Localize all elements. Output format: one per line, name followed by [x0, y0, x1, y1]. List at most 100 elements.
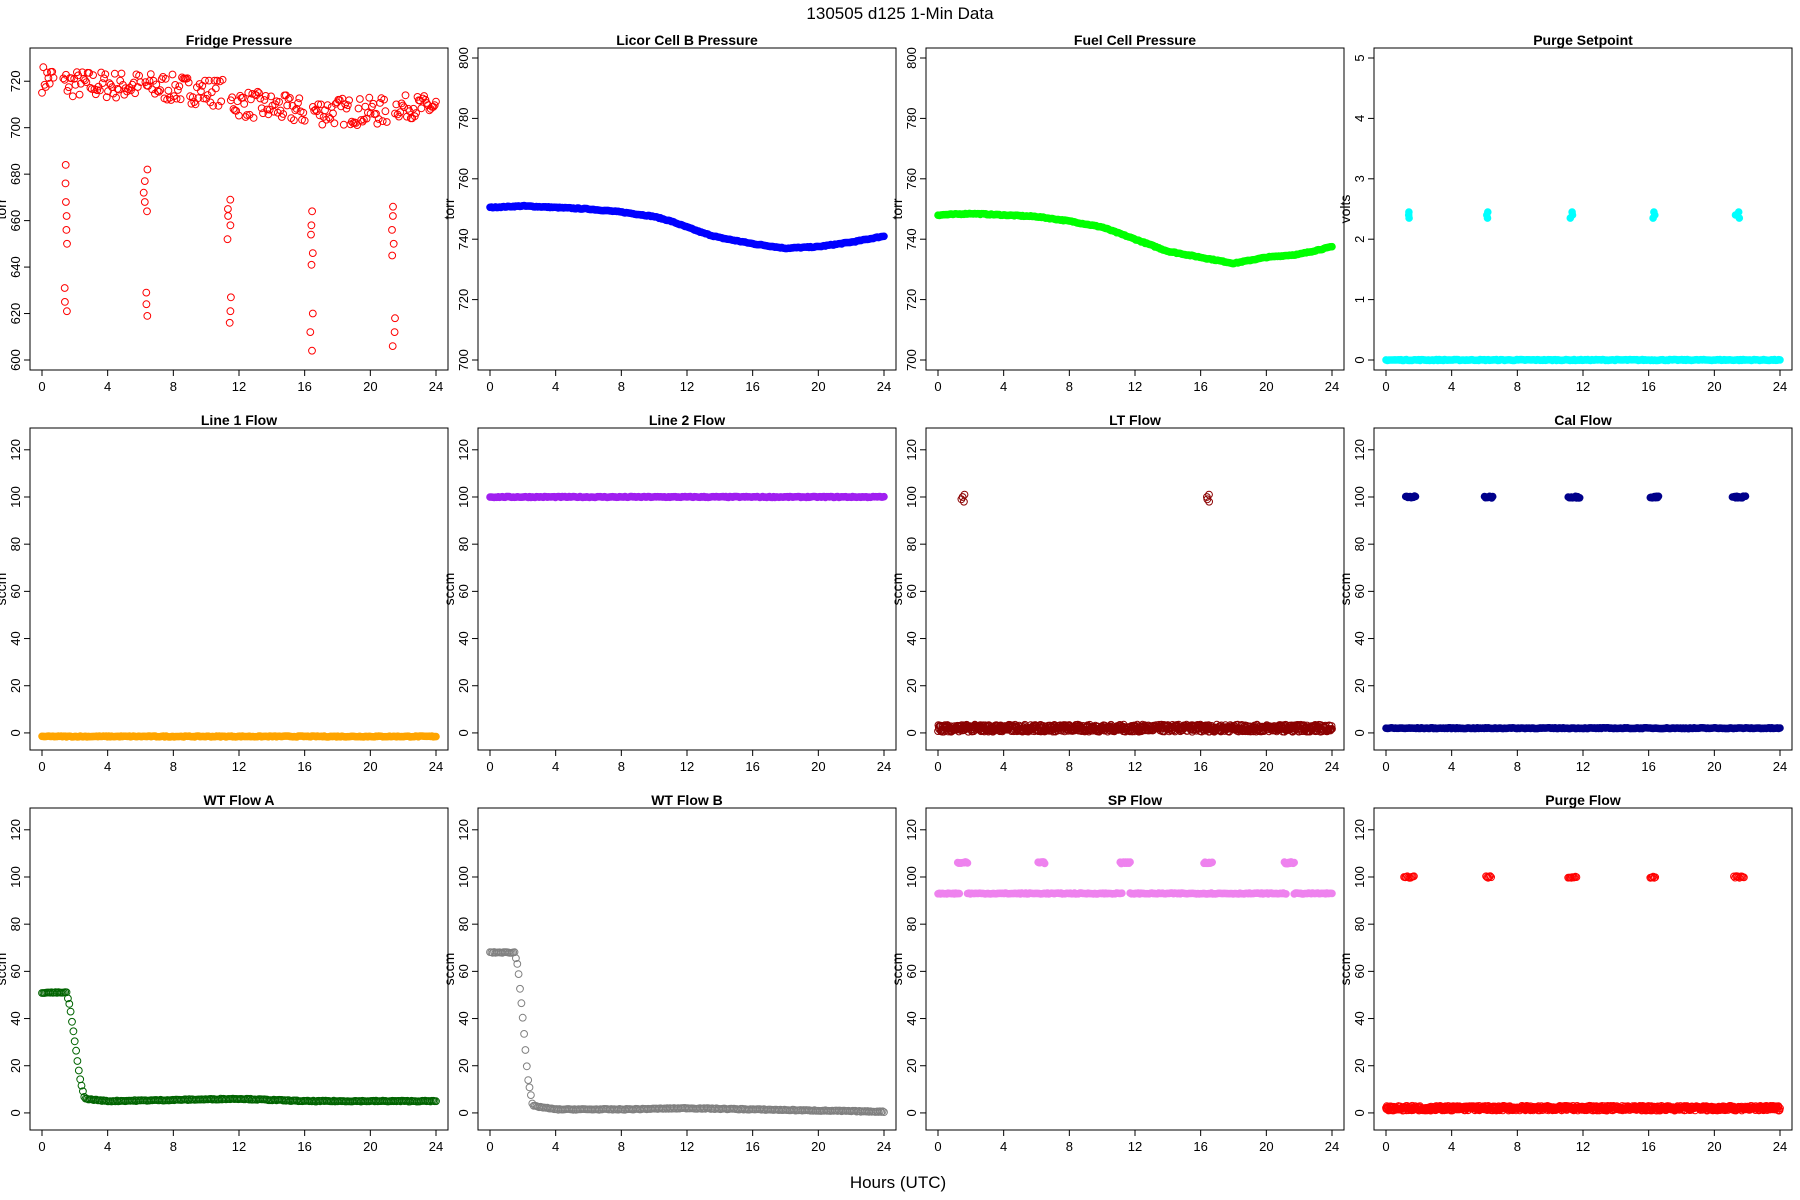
data-point	[422, 99, 431, 107]
plot-frame	[925, 47, 1345, 371]
y-tick-label: 4	[1352, 115, 1367, 122]
data-point	[325, 113, 333, 122]
data-point	[307, 230, 315, 239]
data-points	[934, 209, 1336, 268]
data-point	[1328, 242, 1336, 251]
x-tick-label: 12	[1576, 379, 1590, 394]
x-tick-label: 4	[552, 1139, 559, 1154]
data-points	[486, 492, 888, 502]
x-tick-label: 8	[1066, 379, 1073, 394]
data-point	[64, 83, 73, 92]
data-point	[1575, 493, 1584, 502]
x-tick-label: 12	[232, 759, 246, 774]
data-point	[1568, 208, 1576, 216]
data-point	[1126, 858, 1134, 866]
x-tick-label: 16	[745, 379, 759, 394]
data-point	[310, 106, 319, 115]
y-tick-label: 80	[8, 537, 23, 551]
y-tick-label: 120	[1352, 819, 1367, 841]
data-point	[188, 93, 197, 102]
x-tick-label: 16	[1641, 379, 1655, 394]
data-point	[143, 312, 152, 320]
x-tick-label: 24	[1773, 1139, 1787, 1154]
y-tick-label: 100	[1352, 866, 1367, 888]
y-tick-label: 120	[904, 819, 919, 841]
data-points	[1382, 872, 1784, 1115]
data-point	[232, 107, 241, 115]
data-points	[486, 948, 888, 1116]
x-tick-label: 8	[1066, 1139, 1073, 1154]
data-point	[102, 93, 111, 102]
data-point	[249, 114, 258, 122]
y-tick-label: 20	[904, 1059, 919, 1073]
data-point	[292, 104, 301, 113]
data-point	[294, 99, 302, 107]
data-point	[343, 101, 352, 110]
y-tick-label: 2	[1352, 236, 1367, 243]
data-point	[356, 95, 364, 103]
data-point	[244, 88, 253, 97]
x-tick-label: 0	[1382, 1139, 1389, 1154]
data-point	[203, 91, 212, 99]
data-point	[345, 96, 354, 105]
data-point	[241, 113, 250, 121]
data-point	[267, 92, 276, 101]
y-tick-label: 40	[8, 631, 23, 645]
data-point	[60, 284, 69, 292]
data-point	[61, 161, 70, 169]
y-tick-label: 60	[1352, 964, 1367, 978]
x-tick-label: 4	[1448, 379, 1455, 394]
y-tick-label: 120	[8, 439, 23, 461]
data-point	[74, 1066, 83, 1075]
data-point	[224, 205, 232, 213]
data-point	[516, 984, 524, 993]
y-tick-label: 20	[456, 679, 471, 693]
data-point	[89, 71, 97, 79]
x-tick-label: 20	[1707, 759, 1721, 774]
data-point	[63, 307, 71, 316]
data-point	[217, 97, 226, 106]
y-tick-label: 0	[904, 729, 919, 736]
chart-title: Fuel Cell Pressure	[1074, 32, 1196, 48]
y-tick-label: 0	[1352, 1109, 1367, 1116]
data-point	[1484, 208, 1492, 216]
x-tick-label: 20	[1707, 1139, 1721, 1154]
data-point	[109, 89, 118, 98]
data-point	[257, 104, 266, 113]
data-point	[168, 70, 177, 79]
x-tick-label: 24	[429, 1139, 443, 1154]
x-tick-label: 12	[1128, 379, 1142, 394]
data-point	[365, 93, 374, 102]
data-point	[318, 120, 327, 129]
y-tick-label: 600	[8, 349, 23, 371]
chart-title: Line 2 Flow	[649, 412, 725, 428]
data-point	[139, 188, 148, 197]
y-tick-label: 700	[8, 117, 23, 139]
data-point	[71, 80, 80, 89]
x-tick-label: 20	[811, 759, 825, 774]
y-tick-label: 120	[1352, 439, 1367, 461]
data-point	[517, 999, 526, 1008]
y-tick-label: 100	[8, 866, 23, 888]
data-point	[339, 120, 348, 129]
y-tick-label: 720	[456, 289, 471, 311]
x-tick-label: 8	[1066, 759, 1073, 774]
data-point	[45, 79, 54, 88]
y-tick-label: 120	[456, 439, 471, 461]
x-tick-label: 16	[1641, 1139, 1655, 1154]
data-point	[49, 73, 58, 82]
data-point	[218, 75, 227, 84]
data-point	[184, 78, 193, 87]
data-point	[85, 69, 93, 77]
data-point	[227, 293, 235, 302]
y-tick-label: 740	[456, 228, 471, 250]
x-tick-label: 16	[745, 759, 759, 774]
data-point	[214, 101, 223, 110]
y-tick-label: 120	[904, 439, 919, 461]
x-tick-label: 24	[429, 759, 443, 774]
